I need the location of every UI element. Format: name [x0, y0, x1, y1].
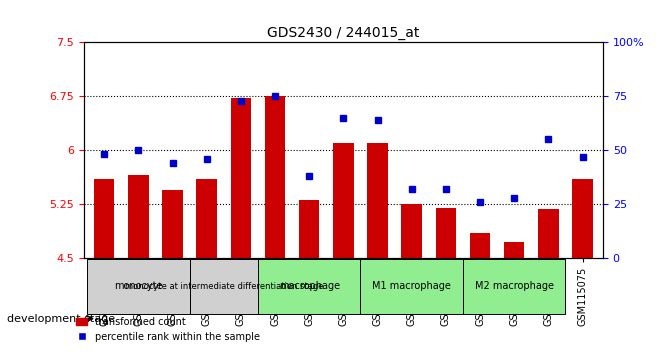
- Text: development stage: development stage: [7, 314, 115, 324]
- Text: monocyte at intermediate differentiation stage: monocyte at intermediate differentiation…: [125, 282, 323, 291]
- FancyBboxPatch shape: [360, 259, 463, 314]
- Text: monocyte: monocyte: [114, 281, 163, 291]
- Bar: [367, 143, 388, 258]
- Bar: [265, 96, 285, 258]
- FancyBboxPatch shape: [258, 259, 360, 314]
- Bar: [572, 179, 593, 258]
- Bar: [196, 179, 217, 258]
- FancyBboxPatch shape: [87, 259, 190, 314]
- Bar: [230, 98, 251, 258]
- FancyBboxPatch shape: [190, 259, 258, 314]
- Bar: [94, 179, 115, 258]
- Title: GDS2430 / 244015_at: GDS2430 / 244015_at: [267, 26, 419, 40]
- Text: macrophage: macrophage: [279, 281, 340, 291]
- Text: M1 macrophage: M1 macrophage: [373, 281, 451, 291]
- Text: M2 macrophage: M2 macrophage: [474, 281, 553, 291]
- FancyBboxPatch shape: [463, 259, 565, 314]
- Bar: [333, 143, 354, 258]
- Bar: [162, 190, 183, 258]
- Bar: [504, 242, 525, 258]
- Bar: [401, 204, 422, 258]
- Bar: [128, 175, 149, 258]
- Bar: [470, 233, 490, 258]
- Bar: [436, 207, 456, 258]
- Bar: [538, 209, 559, 258]
- Bar: [299, 200, 320, 258]
- Legend: transformed count, percentile rank within the sample: transformed count, percentile rank withi…: [72, 313, 264, 346]
